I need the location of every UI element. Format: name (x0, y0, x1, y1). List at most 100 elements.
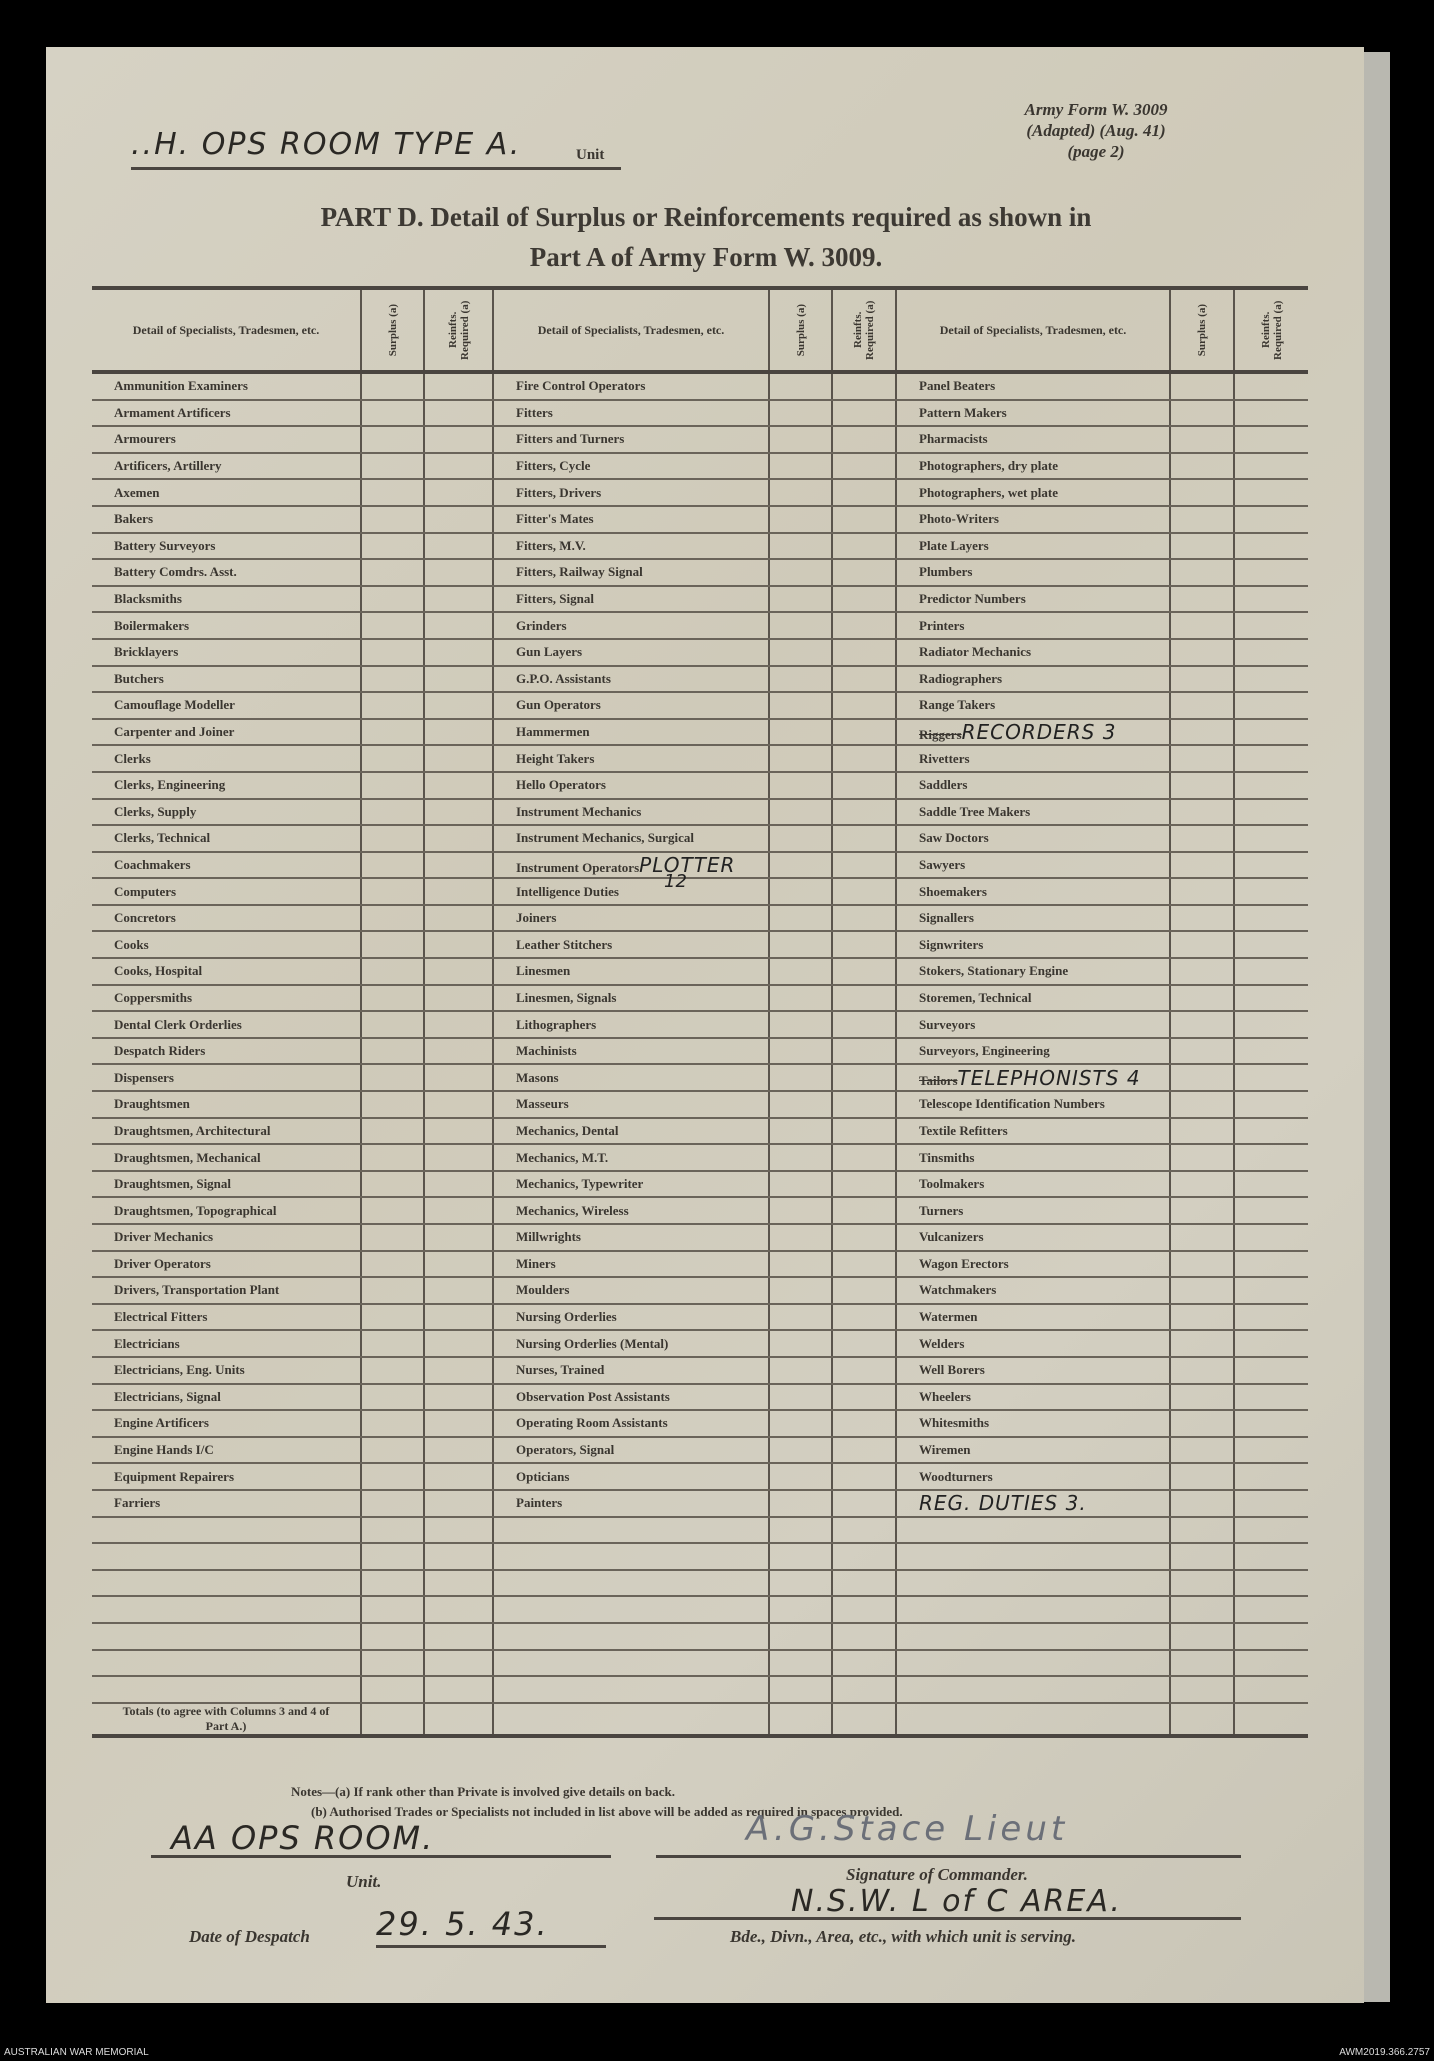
reinforcements-cell[interactable] (423, 1117, 493, 1146)
surplus-cell[interactable] (768, 931, 832, 960)
blank-name-cell[interactable] (492, 1649, 769, 1678)
surplus-cell[interactable] (360, 771, 424, 800)
reinforcements-cell[interactable] (831, 1224, 896, 1252)
blank-name-cell[interactable] (92, 1569, 361, 1598)
reinforcements-cell[interactable] (831, 851, 896, 880)
reinforcements-cell[interactable] (831, 931, 896, 960)
blank-name-cell[interactable] (895, 1543, 1170, 1571)
reinforcements-cell[interactable] (831, 1436, 896, 1465)
surplus-cell[interactable] (768, 505, 832, 534)
surplus-cell[interactable] (360, 426, 424, 454)
surplus-cell[interactable] (768, 692, 832, 720)
reinforcements-cell[interactable] (1233, 585, 1308, 614)
reinforcements-cell[interactable] (423, 452, 493, 481)
surplus-cell[interactable] (768, 1011, 832, 1039)
surplus-cell[interactable] (768, 1356, 832, 1385)
surplus-cell[interactable] (1169, 505, 1234, 534)
surplus-cell[interactable] (768, 904, 832, 933)
surplus-cell[interactable] (1169, 1356, 1234, 1385)
surplus-cell[interactable] (360, 1064, 424, 1093)
surplus-cell[interactable] (768, 1037, 832, 1066)
reinforcements-cell[interactable] (1233, 1277, 1308, 1305)
reinforcements-cell[interactable] (831, 692, 896, 720)
reinforcements-cell[interactable] (831, 532, 896, 561)
totals-value-cell[interactable] (360, 1702, 424, 1738)
surplus-cell[interactable] (360, 851, 424, 880)
surplus-cell[interactable] (360, 931, 424, 960)
reinforcements-cell[interactable] (423, 1250, 493, 1279)
reinforcements-cell[interactable] (831, 1330, 896, 1358)
surplus-cell[interactable] (1169, 585, 1234, 614)
surplus-cell[interactable] (768, 1144, 832, 1172)
surplus-cell[interactable] (768, 665, 832, 694)
blank-value-cell[interactable] (360, 1569, 424, 1598)
blank-value-cell[interactable] (1233, 1516, 1308, 1545)
surplus-cell[interactable] (1169, 638, 1234, 667)
reinforcements-cell[interactable] (831, 399, 896, 428)
surplus-cell[interactable] (360, 372, 424, 401)
surplus-cell[interactable] (768, 1463, 832, 1491)
blank-name-cell[interactable] (895, 1596, 1170, 1624)
blank-value-cell[interactable] (1233, 1569, 1308, 1598)
reinforcements-cell[interactable] (423, 878, 493, 906)
reinforcements-cell[interactable] (423, 426, 493, 454)
blank-value-cell[interactable] (831, 1596, 896, 1624)
surplus-cell[interactable] (1169, 931, 1234, 960)
surplus-cell[interactable] (360, 1224, 424, 1252)
blank-value-cell[interactable] (360, 1543, 424, 1571)
surplus-cell[interactable] (1169, 825, 1234, 853)
surplus-cell[interactable] (1169, 798, 1234, 827)
surplus-cell[interactable] (360, 532, 424, 561)
surplus-cell[interactable] (768, 638, 832, 667)
blank-value-cell[interactable] (831, 1622, 896, 1651)
reinforcements-cell[interactable] (831, 585, 896, 614)
surplus-cell[interactable] (768, 585, 832, 614)
blank-value-cell[interactable] (768, 1596, 832, 1624)
reinforcements-cell[interactable] (423, 904, 493, 933)
surplus-cell[interactable] (768, 1489, 832, 1518)
totals-value-cell[interactable] (423, 1702, 493, 1738)
blank-value-cell[interactable] (1233, 1543, 1308, 1571)
surplus-cell[interactable] (360, 825, 424, 853)
reinforcements-cell[interactable] (831, 1011, 896, 1039)
surplus-cell[interactable] (1169, 452, 1234, 481)
reinforcements-cell[interactable] (831, 638, 896, 667)
surplus-cell[interactable] (768, 958, 832, 986)
blank-value-cell[interactable] (360, 1676, 424, 1704)
surplus-cell[interactable] (768, 851, 832, 880)
reinforcements-cell[interactable] (831, 1197, 896, 1225)
surplus-cell[interactable] (360, 585, 424, 614)
reinforcements-cell[interactable] (831, 559, 896, 587)
reinforcements-cell[interactable] (831, 1303, 896, 1332)
surplus-cell[interactable] (1169, 559, 1234, 587)
surplus-cell[interactable] (768, 559, 832, 587)
surplus-cell[interactable] (360, 1356, 424, 1385)
reinforcements-cell[interactable] (831, 1356, 896, 1385)
reinforcements-cell[interactable] (831, 426, 896, 454)
reinforcements-cell[interactable] (423, 372, 493, 401)
blank-value-cell[interactable] (831, 1516, 896, 1545)
reinforcements-cell[interactable] (1233, 1091, 1308, 1119)
reinforcements-cell[interactable] (423, 984, 493, 1013)
blank-name-cell[interactable] (92, 1649, 361, 1678)
reinforcements-cell[interactable] (423, 798, 493, 827)
reinforcements-cell[interactable] (423, 1303, 493, 1332)
blank-name-cell[interactable] (895, 1649, 1170, 1678)
surplus-cell[interactable] (1169, 1117, 1234, 1146)
surplus-cell[interactable] (768, 984, 832, 1013)
surplus-cell[interactable] (768, 825, 832, 853)
blank-value-cell[interactable] (1169, 1596, 1234, 1624)
reinforcements-cell[interactable] (1233, 798, 1308, 827)
surplus-cell[interactable] (360, 878, 424, 906)
reinforcements-cell[interactable] (1233, 1224, 1308, 1252)
surplus-cell[interactable] (360, 1170, 424, 1199)
reinforcements-cell[interactable] (831, 665, 896, 694)
reinforcements-cell[interactable] (1233, 931, 1308, 960)
surplus-cell[interactable] (360, 1436, 424, 1465)
totals-value-cell[interactable] (831, 1702, 896, 1738)
surplus-cell[interactable] (1169, 665, 1234, 694)
blank-value-cell[interactable] (423, 1622, 493, 1651)
reinforcements-cell[interactable] (831, 1064, 896, 1093)
reinforcements-cell[interactable] (423, 825, 493, 853)
surplus-cell[interactable] (768, 1436, 832, 1465)
